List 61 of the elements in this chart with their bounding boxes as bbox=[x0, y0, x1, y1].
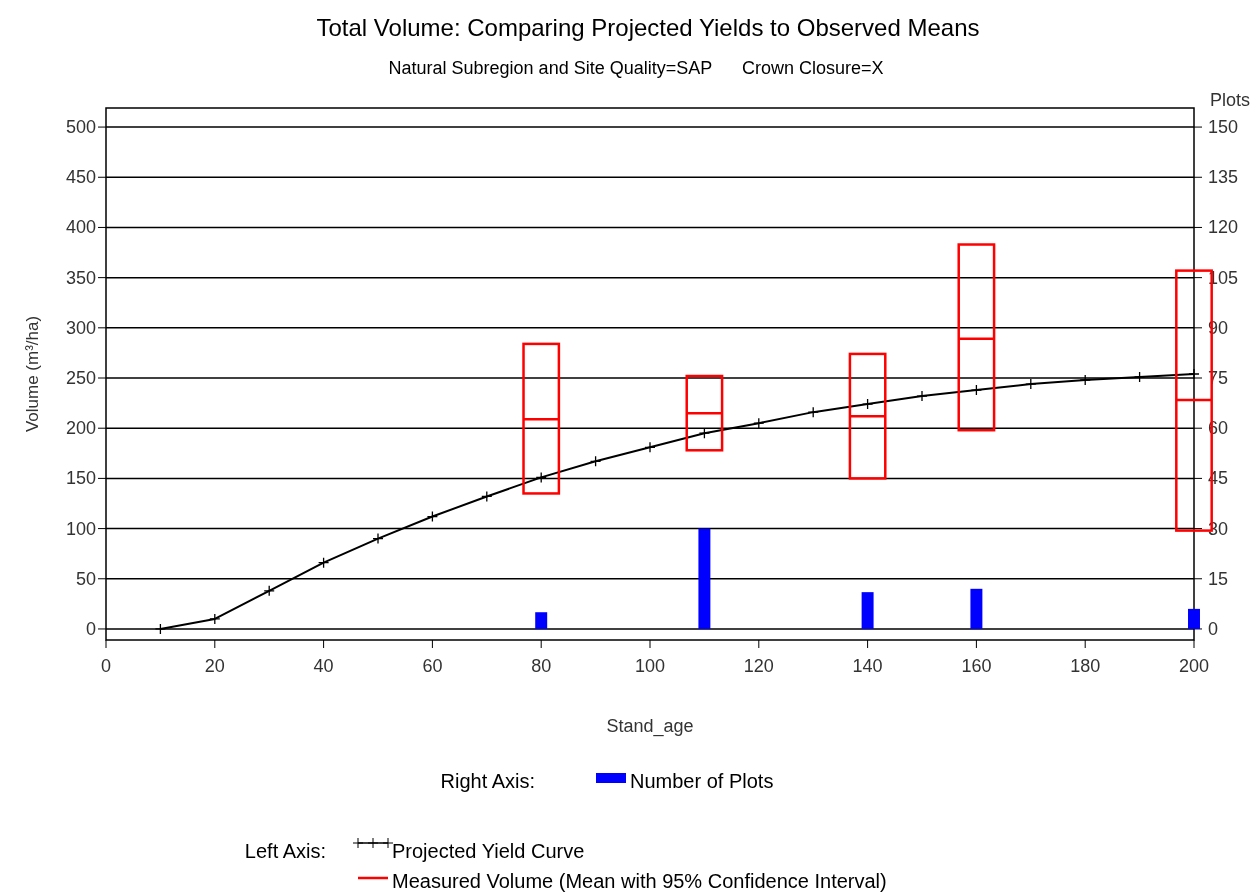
y-tick-label: 200 bbox=[65, 418, 96, 439]
y-tick-label: 500 bbox=[65, 117, 96, 138]
y-tick-label: 300 bbox=[65, 317, 96, 338]
point bbox=[861, 398, 874, 410]
point bbox=[317, 557, 330, 569]
point bbox=[753, 417, 765, 429]
point bbox=[916, 390, 928, 402]
point bbox=[263, 585, 275, 597]
x-tick-label: 60 bbox=[422, 656, 443, 676]
y2-tick-label: 150 bbox=[1208, 117, 1239, 138]
point bbox=[970, 384, 983, 396]
x-tick-label: 80 bbox=[531, 656, 552, 676]
point bbox=[209, 613, 221, 625]
point bbox=[644, 441, 656, 453]
bar bbox=[861, 592, 874, 629]
x-tick-label: 160 bbox=[961, 656, 992, 676]
point bbox=[589, 455, 602, 467]
x-tick-label: 40 bbox=[313, 656, 334, 676]
bar bbox=[970, 588, 983, 629]
bar bbox=[698, 528, 711, 629]
point bbox=[372, 532, 384, 545]
point bbox=[1079, 374, 1091, 386]
y-tick-label: 150 bbox=[65, 468, 96, 489]
point bbox=[535, 471, 547, 484]
legend-label: Number of Plots bbox=[630, 770, 774, 792]
x-tick-label: 140 bbox=[852, 656, 883, 676]
y2-tick-label: 30 bbox=[1208, 518, 1229, 539]
x-axis-title: Stand_age bbox=[606, 716, 694, 737]
x-tick-label: 20 bbox=[204, 656, 225, 676]
bar bbox=[535, 612, 548, 629]
point bbox=[481, 490, 493, 503]
point bbox=[426, 510, 439, 523]
y-tick-label: 400 bbox=[65, 217, 96, 238]
chart-title: Total Volume: Comparing Projected Yields to Observed Means bbox=[316, 14, 980, 41]
x-tick-label: 120 bbox=[743, 656, 774, 676]
y-tick-label: 250 bbox=[65, 368, 96, 389]
x-tick-label: 200 bbox=[1178, 656, 1210, 676]
point bbox=[1025, 378, 1037, 390]
text: Left Axis: bbox=[244, 840, 326, 862]
point bbox=[807, 406, 819, 418]
chart-subtitle: Natural Subregion and Site Quality=SAP Crown Closure=X bbox=[388, 58, 884, 78]
legend-label: Measured Volume (Mean with 95% Confidence Interval) bbox=[392, 870, 887, 892]
y-tick-label: 50 bbox=[75, 568, 96, 589]
y-tick-label: 0 bbox=[85, 618, 96, 639]
y2-tick-label: 0 bbox=[1208, 618, 1219, 639]
y2-axis-title: Plots bbox=[1209, 90, 1251, 110]
point bbox=[154, 623, 167, 635]
y-tick-label: 450 bbox=[65, 167, 96, 188]
legend-label: Projected Yield Curve bbox=[392, 840, 585, 862]
point bbox=[1133, 371, 1146, 383]
x-tick-label: 0 bbox=[100, 656, 112, 676]
x-tick-label: 100 bbox=[634, 656, 666, 676]
y2-tick-label: 15 bbox=[1208, 568, 1229, 589]
bar bbox=[1188, 608, 1200, 629]
y-tick-label: 350 bbox=[65, 267, 96, 288]
text: Right Axis: bbox=[440, 770, 535, 792]
y2-tick-label: 135 bbox=[1208, 167, 1239, 188]
y-tick-label: 100 bbox=[65, 518, 96, 539]
x-tick-label: 180 bbox=[1070, 656, 1101, 676]
y2-tick-label: 120 bbox=[1208, 217, 1239, 238]
y-axis-title: Volume (m³/ha) bbox=[23, 315, 42, 433]
